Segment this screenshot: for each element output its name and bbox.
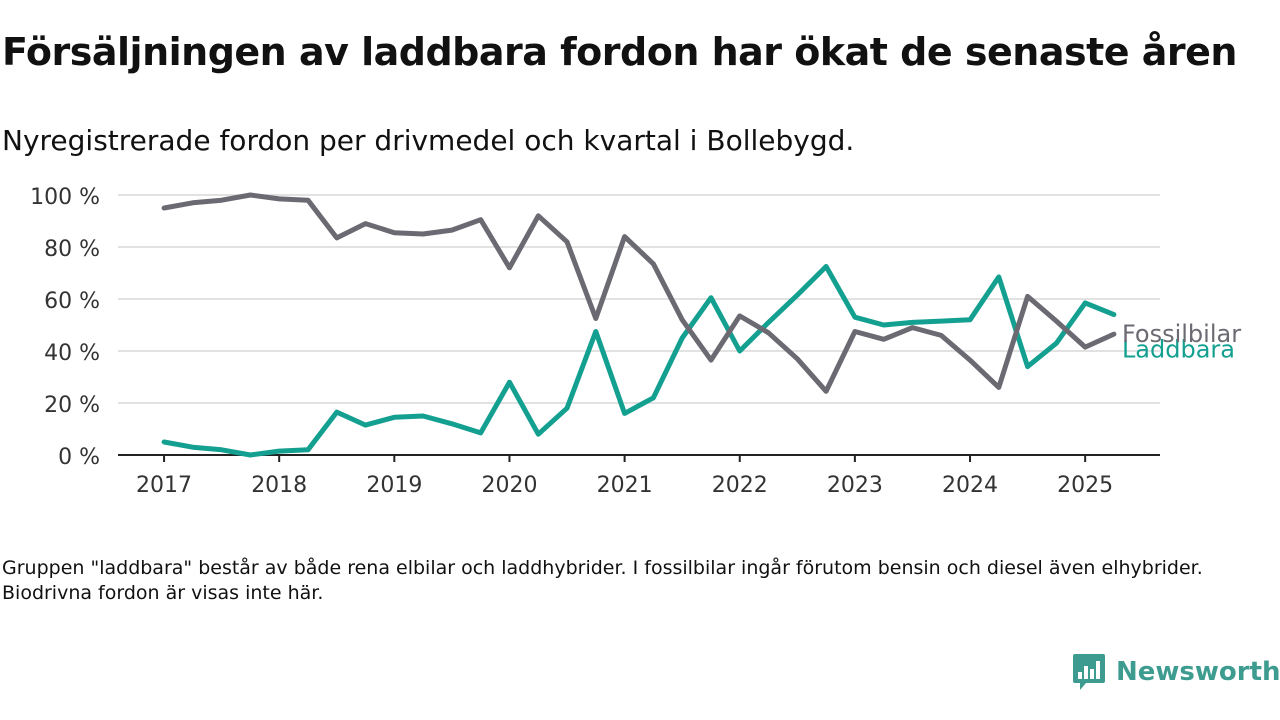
chart-subtitle: Nyregistrerade fordon per drivmedel och … <box>2 124 855 157</box>
y-axis: 0 % 20 % 40 % 60 % 80 % 100 % <box>30 185 100 470</box>
y-tick-label: 40 % <box>44 341 100 366</box>
x-tick-label: 2024 <box>942 473 998 498</box>
y-tick-label: 20 % <box>44 393 100 418</box>
series-label-fossilbilar: Fossilbilar <box>1122 320 1241 348</box>
series-line-fossilbilar <box>161 192 1117 394</box>
brand-logo: Newsworthy <box>1072 652 1280 692</box>
y-tick-label: 100 % <box>30 185 100 210</box>
line-chart: 0 % 20 % 40 % 60 % 80 % 100 % 2017 2018 2019 202… <box>30 185 1241 498</box>
series-line-laddbara <box>161 264 1117 458</box>
x-tick-label: 2019 <box>366 473 422 498</box>
footnote: Gruppen "laddbara" består av både rena e… <box>2 557 1203 604</box>
chart-title: Försäljningen av laddbara fordon har öka… <box>2 30 1237 74</box>
x-tick-label: 2025 <box>1057 473 1113 498</box>
brand-name: Newsworthy <box>1116 657 1280 687</box>
newsworthy-logo-icon <box>1073 654 1105 690</box>
x-tick-label: 2017 <box>136 473 192 498</box>
grid <box>118 194 1160 404</box>
x-tick-label: 2021 <box>597 473 653 498</box>
series-label-laddbara: Laddbara <box>1122 336 1235 364</box>
x-tick-label: 2023 <box>827 473 883 498</box>
x-tick-label: 2018 <box>251 473 307 498</box>
y-tick-label: 0 % <box>58 445 100 470</box>
x-axis: 2017 2018 2019 2020 2021 2022 2023 2024 2025 <box>118 454 1160 498</box>
x-tick-label: 2022 <box>712 473 768 498</box>
y-tick-label: 80 % <box>44 237 100 262</box>
x-tick-label: 2020 <box>481 473 537 498</box>
y-tick-label: 60 % <box>44 289 100 314</box>
series <box>161 192 1117 458</box>
